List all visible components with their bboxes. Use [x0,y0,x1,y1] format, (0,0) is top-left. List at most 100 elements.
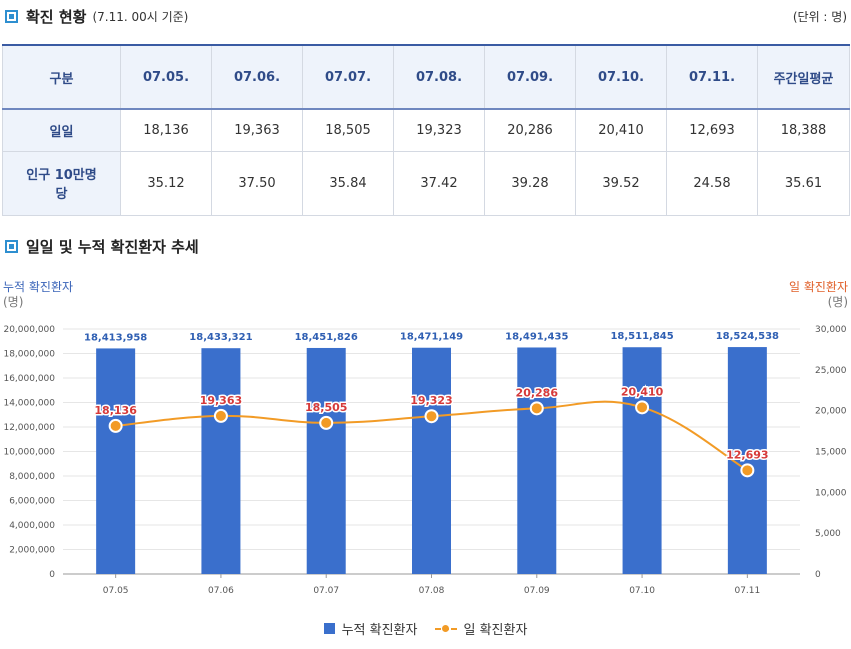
right-axis-title: 일 확진환자 (명) [789,280,848,310]
left-axis-label: 누적 확진환자 [3,280,74,294]
daily-value-label: 19,323 [410,394,452,407]
daily-value-label: 18,505 [305,401,347,414]
table-cell: 18,388 [757,108,850,152]
bar [201,348,241,574]
bar [96,348,136,574]
daily-point [740,463,755,478]
legend-item-cumulative: 누적 확진환자 [323,619,418,638]
daily-value-label: 18,136 [94,404,137,417]
header-cell: 07.08. [393,44,485,110]
header-cell: 구분 [2,44,121,110]
table-cell: 19,323 [393,108,485,152]
section-header-trend: 일일 및 누적 확진환자 추세 [5,236,199,257]
bar [622,347,662,574]
bar-value-label: 18,413,958 [84,332,147,343]
table-row: 일일 18,136 19,363 18,505 19,323 20,286 20… [2,108,850,152]
header-cell: 07.09. [484,44,576,110]
y-left-tick-label: 20,000,000 [3,325,55,335]
x-tick-label: 07.05 [103,586,129,596]
daily-point [319,415,334,430]
x-tick-label: 07.11 [734,586,760,596]
square-bullet-icon [5,10,18,23]
line-marker-icon [435,623,458,634]
y-left-tick-label: 12,000,000 [3,423,55,433]
status-table: 구분 07.05. 07.06. 07.07. 07.08. 07.09. 07… [2,44,850,216]
x-tick-label: 07.08 [419,586,445,596]
table-cell: 35.61 [757,150,850,216]
left-axis-unit: (명) [3,295,24,309]
section-title: 확진 현황 [26,8,87,26]
daily-point [213,408,228,423]
bar [727,347,767,574]
daily-point [635,400,650,415]
table-row: 인구 10만명당 35.12 37.50 35.84 37.42 39.28 3… [2,150,850,216]
bar-swatch-icon [323,623,335,634]
section-subtitle: (7.11. 00시 기준) [92,10,189,24]
daily-point [529,401,544,416]
table-cell: 18,505 [302,108,394,152]
y-left-tick-label: 0 [49,570,55,580]
y-right-tick-label: 10,000 [815,488,847,498]
table-cell: 39.28 [484,150,576,216]
section-header-status: 확진 현황 (7.11. 00시 기준) [5,6,188,27]
x-tick-label: 07.09 [524,586,550,596]
left-axis-title: 누적 확진환자 (명) [3,280,73,310]
daily-value-label: 12,693 [726,448,768,461]
table-cell: 35.12 [120,150,212,216]
unit-label: (단위 : 명) [792,10,847,24]
x-tick-label: 07.06 [208,586,234,596]
x-tick-label: 07.07 [313,586,339,596]
row-label: 일일 [2,108,121,152]
square-bullet-icon [5,240,18,253]
bar-value-label: 18,451,826 [295,332,358,343]
y-left-tick-label: 6,000,000 [9,497,55,507]
header-cell: 07.11. [666,44,758,110]
legend-label: 일 확진환자 [463,623,528,638]
bar-value-label: 18,433,321 [189,332,252,343]
right-axis-label: 일 확진환자 [788,280,848,294]
y-left-tick-label: 4,000,000 [9,521,55,531]
header-cell: 07.05. [120,44,212,110]
daily-value-label: 20,286 [516,386,559,399]
bar [517,347,557,574]
daily-point [108,418,123,433]
table-cell: 12,693 [666,108,758,152]
y-left-tick-label: 18,000,000 [3,350,55,360]
bar-value-label: 18,471,149 [400,332,463,343]
y-left-tick-label: 8,000,000 [9,472,55,482]
table-cell: 20,410 [575,108,667,152]
daily-value-label: 20,410 [621,385,664,398]
y-left-tick-label: 2,000,000 [9,546,55,556]
bar-value-label: 18,511,845 [610,331,673,342]
y-right-tick-label: 20,000 [815,407,847,417]
x-tick-label: 07.10 [629,586,655,596]
chart-legend: 누적 확진환자 일 확진환자 [0,619,851,638]
table-cell: 39.52 [575,150,667,216]
y-right-tick-label: 15,000 [815,448,847,458]
y-right-tick-label: 5,000 [815,529,841,539]
y-right-tick-label: 25,000 [815,366,847,376]
table-cell: 37.50 [211,150,303,216]
section-title: 일일 및 누적 확진환자 추세 [26,238,199,256]
daily-point [424,409,439,424]
y-left-tick-label: 14,000,000 [3,399,55,409]
daily-line [115,400,748,472]
y-left-tick-label: 10,000,000 [3,448,55,458]
table-cell: 35.84 [302,150,394,216]
header-cell: 07.06. [211,44,303,110]
y-right-tick-label: 0 [815,570,821,580]
right-axis-unit: (명) [827,295,848,309]
bar [306,347,346,574]
table-header-row: 구분 07.05. 07.06. 07.07. 07.08. 07.09. 07… [2,44,850,110]
y-left-tick-label: 16,000,000 [3,374,55,384]
table-cell: 24.58 [666,150,758,216]
bar [412,347,451,574]
table-cell: 19,363 [211,108,303,152]
row-label: 인구 10만명당 [2,150,121,216]
bar-value-label: 18,491,435 [505,331,568,342]
legend-label: 누적 확진환자 [341,623,418,638]
table-cell: 20,286 [484,108,576,152]
header-cell: 07.10. [575,44,667,110]
table-cell: 18,136 [120,108,212,152]
table-cell: 37.42 [393,150,485,216]
